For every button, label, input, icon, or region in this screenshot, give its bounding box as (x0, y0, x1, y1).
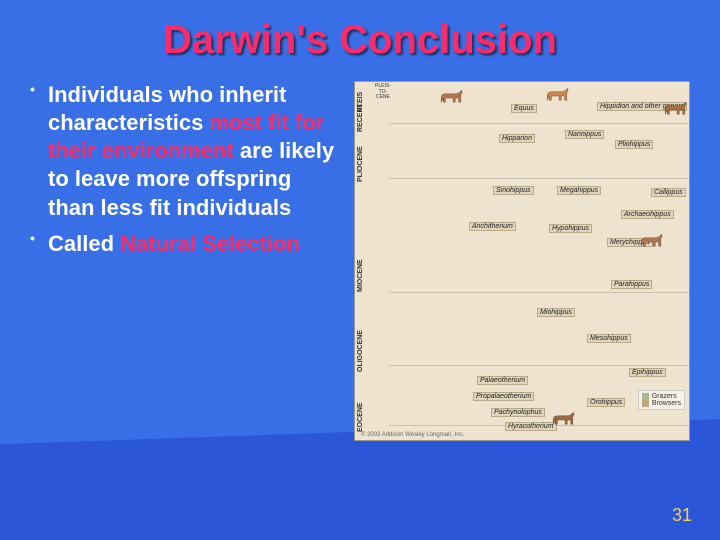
era-label: OLIGOCENE (357, 330, 364, 372)
horse-icon (637, 232, 665, 252)
legend-label: Grazers (652, 393, 677, 400)
figure-legend: GrazersBrowsers (638, 390, 685, 410)
bullet-text-pre: Called (48, 231, 120, 256)
era-label: MIOCENE (357, 259, 364, 292)
bullet-item: Individuals who inherit characteristics … (30, 81, 340, 222)
bullet-text-highlight: Natural Selection (120, 231, 300, 256)
bullet-list: Individuals who inherit characteristics … (30, 81, 340, 266)
era-label: PLEIS (357, 92, 364, 112)
body-row: Individuals who inherit characteristics … (30, 81, 690, 441)
horse-icon (661, 100, 689, 120)
horse-icon (549, 410, 577, 430)
horse-evolution-figure: PLEIS- TO- CENE RECENTPLEISPLIOCENEMIOCE… (354, 81, 690, 441)
slide-title: Darwin's Conclusion (30, 18, 690, 63)
legend-item: Grazers (642, 393, 681, 400)
era-label: PLIOCENE (357, 146, 364, 182)
slide-number: 31 (672, 505, 692, 526)
slide-content: Darwin's Conclusion Individuals who inhe… (0, 0, 720, 540)
legend-label: Browsers (652, 400, 681, 407)
figure-credit: © 2003 Addison Wesley Longman, Inc. (361, 432, 464, 438)
legend-item: Browsers (642, 400, 681, 407)
legend-swatch (642, 393, 649, 400)
era-label: EOCENE (357, 402, 364, 432)
horse-icon (437, 88, 465, 108)
bullet-item: Called Natural Selection (30, 230, 340, 258)
horse-icon (543, 86, 571, 106)
legend-swatch (642, 400, 649, 407)
